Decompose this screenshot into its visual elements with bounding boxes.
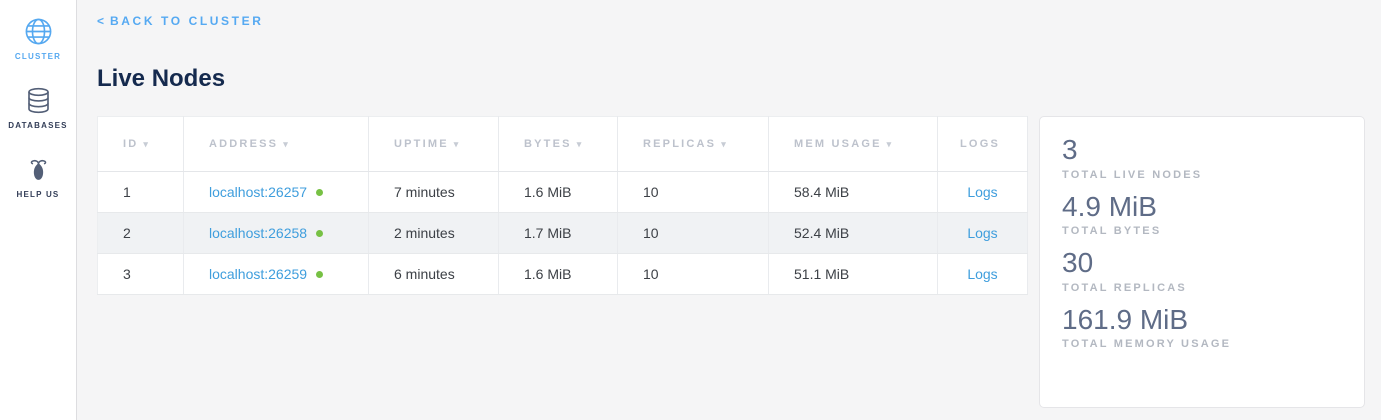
node-uptime-cell: 7 minutes	[368, 171, 499, 213]
column-header-label: ADDRESS	[209, 138, 279, 150]
summary-stat-value: 3	[1062, 134, 1078, 165]
page-title: Live Nodes	[97, 65, 226, 92]
node-logs-cell: Logs	[937, 212, 1028, 254]
node-address-link[interactable]: localhost:26257	[209, 184, 308, 200]
logs-link[interactable]: Logs	[967, 184, 998, 200]
node-address-link[interactable]: localhost:26259	[209, 266, 308, 282]
sidebar-item-databases[interactable]: DATABASES	[0, 85, 76, 130]
sidebar-item-label: CLUSTER	[14, 52, 62, 61]
node-mem-usage-cell: 58.4 MiB	[768, 171, 938, 213]
node-bytes-cell: 1.6 MiB	[498, 253, 618, 295]
summary-stat-label: TOTAL LIVE NODES	[1062, 168, 1203, 181]
column-header-label: MEM USAGE	[794, 138, 882, 150]
sidebar-item-help-us[interactable]: HELP US	[0, 154, 76, 199]
sidebar: CLUSTER DATABASES HELP US	[0, 0, 77, 420]
node-live-icon	[316, 271, 324, 278]
node-live-icon	[316, 189, 324, 196]
column-header-label: UPTIME	[394, 138, 449, 150]
column-header[interactable]: BYTES ▾	[498, 116, 618, 172]
table-row: 3 localhost:26259 6 minutes 1.6 MiB 10 5…	[97, 253, 1028, 295]
back-link-label: BACK TO CLUSTER	[110, 14, 264, 28]
bug-icon	[23, 154, 54, 185]
column-header[interactable]: LOGS	[937, 116, 1028, 172]
summary-stat: 4.9 MiB TOTAL BYTES	[1062, 190, 1342, 238]
main-content: < BACK TO CLUSTER Live Nodes ID ▾ ADDRESS ▾…	[77, 0, 1381, 420]
table-row: 2 localhost:26258 2 minutes 1.7 MiB 10 5…	[97, 212, 1028, 254]
column-header-label: REPLICAS	[643, 138, 717, 150]
column-header[interactable]: ID ▾	[97, 116, 184, 172]
column-header[interactable]: MEM USAGE ▾	[768, 116, 938, 172]
live-nodes-table: ID ▾ ADDRESS ▾ UPTIME ▾ BYTES ▾ REPLICAS ▾ ME…	[97, 116, 1028, 295]
node-id-cell: 3	[97, 253, 184, 295]
node-bytes-cell: 1.7 MiB	[498, 212, 618, 254]
column-header[interactable]: UPTIME ▾	[368, 116, 499, 172]
cluster-summary-card: 3 TOTAL LIVE NODES 4.9 MiB TOTAL BYTES 3…	[1039, 116, 1365, 408]
node-uptime-cell: 2 minutes	[368, 212, 499, 254]
node-logs-cell: Logs	[937, 171, 1028, 213]
sidebar-item-label: DATABASES	[8, 121, 68, 130]
node-id-cell: 2	[97, 212, 184, 254]
column-header-label: BYTES	[524, 138, 572, 150]
summary-stat-value: 4.9 MiB	[1062, 190, 1157, 222]
node-replicas-cell: 10	[617, 171, 769, 213]
summary-stat: 30 TOTAL REPLICAS	[1062, 246, 1342, 294]
back-to-cluster-link[interactable]: < BACK TO CLUSTER	[97, 14, 263, 28]
node-mem-usage-cell: 51.1 MiB	[768, 253, 938, 295]
logs-link[interactable]: Logs	[967, 266, 998, 282]
summary-stat-value: 30	[1062, 247, 1094, 279]
summary-stat-value: 161.9 MiB	[1062, 303, 1189, 335]
sort-arrow-icon: ▾	[721, 139, 728, 149]
sidebar-item-cluster[interactable]: CLUSTER	[0, 16, 76, 61]
summary-stat-label: TOTAL BYTES	[1062, 225, 1162, 238]
node-mem-usage-cell: 52.4 MiB	[768, 212, 938, 254]
column-header[interactable]: ADDRESS ▾	[183, 116, 369, 172]
node-replicas-cell: 10	[617, 212, 769, 254]
sort-arrow-icon: ▾	[453, 139, 461, 149]
column-header-label: ID	[123, 138, 139, 150]
sidebar-item-label: HELP US	[16, 190, 60, 199]
table-header-row: ID ▾ ADDRESS ▾ UPTIME ▾ BYTES ▾ REPLICAS ▾ ME…	[97, 116, 1028, 172]
summary-stat-label: TOTAL REPLICAS	[1062, 281, 1187, 294]
summary-stat: 3 TOTAL LIVE NODES	[1062, 133, 1342, 181]
sort-arrow-icon: ▾	[283, 139, 290, 149]
node-id-cell: 1	[97, 171, 184, 213]
summary-stat: 161.9 MiB TOTAL MEMORY USAGE	[1062, 303, 1342, 351]
node-logs-cell: Logs	[937, 253, 1028, 295]
sort-arrow-icon: ▾	[576, 139, 584, 149]
table-row: 1 localhost:26257 7 minutes 1.6 MiB 10 5…	[97, 171, 1028, 213]
sort-arrow-icon: ▾	[886, 139, 894, 149]
node-address-cell: localhost:26257	[183, 171, 369, 213]
node-address-link[interactable]: localhost:26258	[209, 225, 308, 241]
column-header-label: LOGS	[960, 138, 1000, 150]
node-bytes-cell: 1.6 MiB	[498, 171, 618, 213]
logs-link[interactable]: Logs	[967, 225, 998, 241]
column-header[interactable]: REPLICAS ▾	[617, 116, 769, 172]
globe-icon	[23, 16, 54, 47]
node-live-icon	[316, 230, 324, 237]
node-address-cell: localhost:26258	[183, 212, 369, 254]
summary-stat-label: TOTAL MEMORY USAGE	[1062, 338, 1232, 351]
database-icon	[23, 85, 54, 116]
node-address-cell: localhost:26259	[183, 253, 369, 295]
sort-arrow-icon: ▾	[143, 139, 151, 149]
back-chevron-icon: <	[97, 14, 105, 28]
node-replicas-cell: 10	[617, 253, 769, 295]
node-uptime-cell: 6 minutes	[368, 253, 499, 295]
